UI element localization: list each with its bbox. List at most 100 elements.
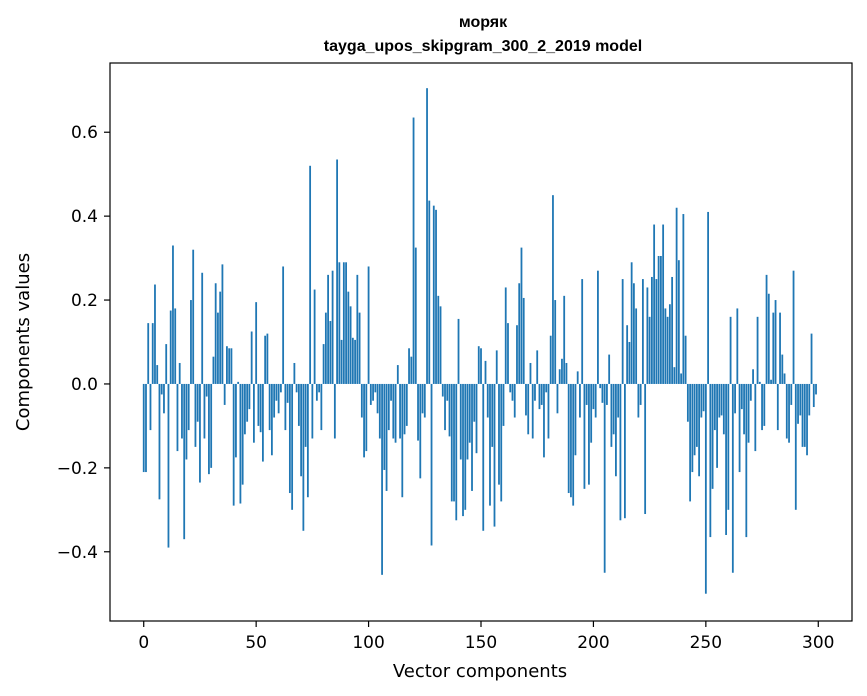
bar <box>331 270 334 384</box>
bar <box>574 383 577 456</box>
bar <box>803 383 806 447</box>
bar <box>747 383 750 443</box>
bar <box>659 255 662 384</box>
bar <box>767 293 770 384</box>
bar <box>662 224 665 384</box>
bar <box>534 383 536 401</box>
x-tick-label: 0 <box>138 633 149 653</box>
bar <box>754 383 757 452</box>
x-axis-ticks: 0 50 100 150 200 250 300 <box>138 621 834 653</box>
bar <box>392 383 395 439</box>
bar <box>266 333 269 384</box>
bar <box>493 383 496 527</box>
bar-series <box>142 88 817 594</box>
bar <box>408 348 410 384</box>
x-tick-label: 150 <box>465 633 497 653</box>
bar <box>635 308 638 384</box>
y-tick-label: 0.2 <box>71 291 98 311</box>
bar <box>228 348 231 384</box>
bar <box>428 200 431 384</box>
bar <box>158 383 161 500</box>
bar <box>592 383 595 410</box>
bar <box>190 300 192 384</box>
bar <box>412 117 415 384</box>
bar <box>363 383 365 458</box>
bar <box>758 381 761 384</box>
bar <box>223 383 226 405</box>
bar <box>543 383 545 458</box>
bar <box>788 383 790 443</box>
bar <box>722 383 725 435</box>
bar <box>783 373 786 384</box>
bar <box>351 337 354 384</box>
y-tick-label: 0.6 <box>71 123 98 143</box>
bar <box>489 383 491 506</box>
bar <box>324 312 327 384</box>
bar <box>309 165 312 384</box>
bar <box>244 383 246 435</box>
bar <box>545 383 548 393</box>
bar <box>205 383 208 397</box>
bar <box>450 383 453 502</box>
bar <box>187 383 190 431</box>
x-tick-label: 300 <box>802 633 834 653</box>
bar <box>327 274 329 384</box>
bar <box>668 304 671 384</box>
bar <box>617 383 620 418</box>
bar <box>446 383 449 401</box>
bar <box>709 383 712 538</box>
bar <box>792 270 795 384</box>
bar <box>176 383 179 452</box>
bar <box>675 207 678 384</box>
bar <box>160 383 163 395</box>
bar <box>232 383 235 506</box>
bar <box>181 383 183 439</box>
y-tick-label: −0.4 <box>57 543 98 563</box>
bar <box>315 383 318 401</box>
bar <box>282 266 285 384</box>
bar <box>417 383 419 441</box>
bar <box>414 247 417 384</box>
bar <box>756 316 759 384</box>
bar <box>664 308 667 384</box>
bar <box>333 383 336 439</box>
bar <box>707 211 709 384</box>
bar <box>430 383 433 546</box>
chart-subtitle: tayga_upos_skipgram_300_2_2019 model <box>324 38 642 55</box>
bar <box>644 383 647 515</box>
bar <box>500 383 503 502</box>
bar <box>347 291 350 384</box>
x-tick-label: 50 <box>245 633 267 653</box>
bar <box>383 383 386 470</box>
bar <box>599 383 602 389</box>
bar <box>259 383 262 433</box>
bar <box>354 339 356 384</box>
bar <box>212 356 215 384</box>
bar <box>610 383 613 447</box>
bar <box>527 383 530 435</box>
bar <box>727 383 730 510</box>
bar <box>653 224 656 384</box>
bar <box>776 383 779 431</box>
bar <box>336 159 338 384</box>
bar <box>248 383 251 410</box>
bar <box>163 383 165 414</box>
y-tick-label: 0.0 <box>71 375 98 395</box>
bar <box>677 260 680 384</box>
bar <box>421 383 424 414</box>
bar <box>167 383 170 548</box>
bar <box>194 383 197 447</box>
bar <box>185 383 188 460</box>
bar <box>601 383 604 403</box>
bar <box>219 291 222 384</box>
bar <box>275 383 278 401</box>
bar <box>435 209 437 384</box>
bar <box>594 383 597 418</box>
bar <box>147 323 150 384</box>
bar <box>583 383 586 489</box>
bar <box>365 383 368 452</box>
bar <box>711 383 714 489</box>
bar <box>713 383 716 431</box>
bar <box>518 283 521 384</box>
bar <box>538 383 541 410</box>
